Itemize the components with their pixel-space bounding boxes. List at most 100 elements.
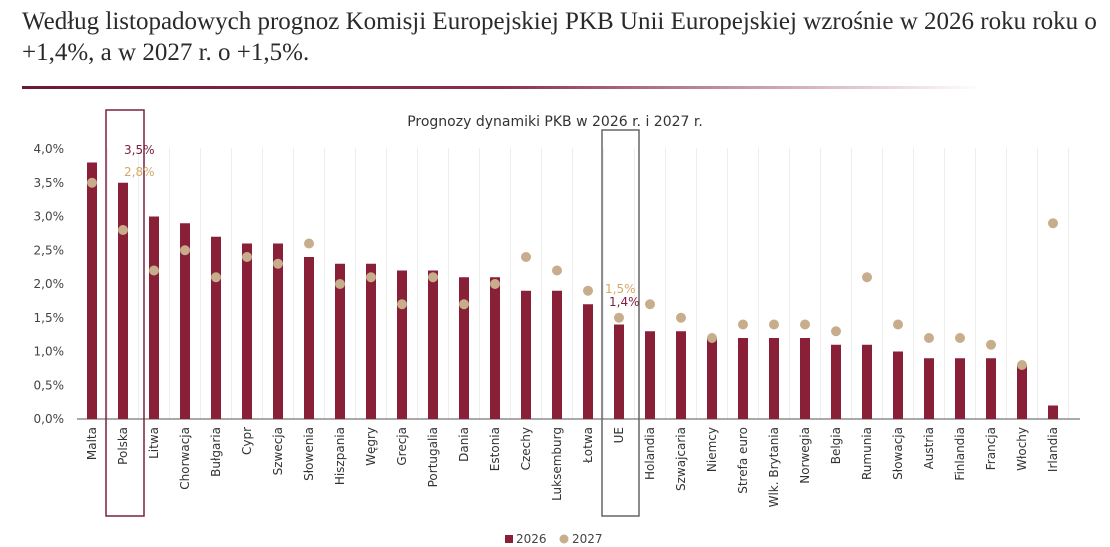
dot-2027-Austria	[924, 333, 934, 343]
x-tick-label: Rumunia	[860, 427, 874, 480]
x-tick-label: Belgia	[829, 427, 843, 464]
highlight-box-ue	[601, 129, 640, 517]
dot-2027-Węgry	[366, 272, 376, 283]
x-tick-label: Norwegia	[798, 427, 812, 484]
bar-2026-Malta	[87, 162, 97, 419]
dot-2027-Hiszpania	[335, 279, 345, 289]
data-label-polska-2026: 3,5%	[124, 143, 155, 157]
x-tick-label: Luksemburg	[550, 427, 564, 501]
bar-2026-Węgry	[366, 263, 376, 419]
dot-2027-Niemcy	[707, 333, 717, 343]
dot-2027-Estonia	[490, 279, 500, 289]
x-tick-label: Dania	[457, 427, 471, 462]
legend-label-2026: 2026	[516, 532, 547, 546]
dot-2027-Bułgaria	[211, 272, 221, 283]
bar-2026-Estonia	[490, 277, 500, 419]
y-tick-label: 0,0%	[34, 412, 65, 426]
x-tick-label: Cypr	[240, 427, 254, 455]
highlight-box-polska	[105, 109, 145, 517]
dot-2027-UE	[614, 312, 624, 323]
x-tick-label: Litwa	[147, 427, 161, 459]
bar-2026-Finlandia	[955, 358, 965, 419]
dot-2027-Grecja	[397, 299, 407, 310]
data-label-ue-2027: 1,5%	[605, 282, 636, 296]
x-tick-label: Malta	[85, 427, 99, 460]
dot-2027-Litwa	[149, 265, 159, 276]
chart-title: Prognozy dynamiki PKB w 2026 r. i 2027 r…	[407, 114, 703, 130]
x-tick-label: Estonia	[488, 427, 502, 471]
x-tick-label: Chorwacja	[178, 427, 192, 490]
x-tick-label: Wlk. Brytania	[767, 427, 781, 507]
headline: Według listopadowych prognoz Komisji Eur…	[22, 8, 1097, 66]
dot-2027-Portugalia	[428, 272, 438, 283]
dot-2027-Malta	[87, 177, 97, 188]
bar-2026-Niemcy	[707, 338, 717, 419]
x-tick-label: Holandia	[643, 427, 657, 480]
bar-2026-Litwa	[149, 216, 159, 419]
dot-2027-Włochy	[1017, 360, 1027, 370]
x-tick-label: Szwajcaria	[674, 427, 688, 491]
bar-2026-Słowacja	[893, 351, 903, 419]
bar-2026-Irlandia	[1048, 405, 1058, 419]
x-tick-label: Niemcy	[705, 427, 719, 472]
x-tick-label: Łotwa	[581, 427, 595, 464]
legend-swatch-2027	[559, 534, 569, 544]
bar-2026-Belgia	[831, 344, 841, 419]
dot-2027-Czechy	[521, 252, 531, 262]
x-tick-label: Portugalia	[426, 427, 440, 487]
bar-2026-Bułgaria	[211, 236, 221, 419]
bar-2026-Włochy	[1017, 365, 1027, 419]
bar-2026-Grecja	[397, 270, 407, 419]
data-label-ue-2026: 1,4%	[609, 295, 640, 309]
dot-2027-Belgia	[831, 326, 841, 337]
x-tick-label: Strefa euro	[736, 427, 750, 494]
y-tick-label: 3,0%	[34, 210, 65, 224]
x-tick-label: Słowenia	[302, 427, 316, 481]
y-tick-label: 2,0%	[34, 277, 65, 291]
dot-2027-Łotwa	[583, 285, 593, 296]
legend-swatch-2026	[505, 535, 513, 543]
bar-2026-UE	[614, 324, 624, 419]
bar-2026-Wlk. Brytania	[769, 338, 779, 419]
x-tick-label: Węgry	[364, 427, 378, 466]
dot-2027-Cypr	[242, 252, 252, 262]
dot-2027-Chorwacja	[180, 245, 190, 256]
x-tick-label: Finlandia	[953, 427, 967, 481]
bar-2026-Szwajcaria	[676, 331, 686, 419]
x-tick-label: Słowacja	[891, 427, 905, 480]
dot-2027-Norwegia	[800, 319, 810, 330]
dot-2027-Strefa euro	[738, 319, 748, 330]
bar-2026-Austria	[924, 358, 934, 419]
y-tick-label: 0,5%	[34, 378, 65, 392]
x-tick-label: Francja	[984, 427, 998, 470]
x-tick-label: Polska	[116, 427, 130, 465]
dot-2027-Holandia	[645, 299, 655, 310]
bar-2026-Szwecja	[273, 243, 283, 419]
bar-2026-Holandia	[645, 331, 655, 419]
x-tick-label: Szwecja	[271, 427, 285, 475]
x-tick-label: Włochy	[1015, 427, 1029, 471]
data-label-polska-2027: 2,8%	[124, 165, 155, 179]
bar-2026-Czechy	[521, 290, 531, 419]
x-tick-label: Bułgaria	[209, 427, 223, 477]
dot-2027-Szwajcaria	[676, 312, 686, 323]
legend-label-2027: 2027	[572, 532, 603, 546]
x-tick-label: UE	[612, 427, 626, 443]
y-tick-label: 1,0%	[34, 345, 65, 359]
dot-2027-Dania	[459, 299, 469, 310]
bar-2026-Francja	[986, 358, 996, 419]
bar-2026-Słowenia	[304, 257, 314, 419]
dot-2027-Irlandia	[1048, 218, 1058, 229]
dot-2027-Słowacja	[893, 319, 903, 330]
dot-2027-Finlandia	[955, 333, 965, 343]
dot-2027-Polska	[118, 225, 128, 235]
y-tick-label: 1,5%	[34, 311, 65, 325]
bar-2026-Dania	[459, 277, 469, 419]
dot-2027-Słowenia	[304, 238, 314, 249]
bar-2026-Chorwacja	[180, 223, 190, 419]
x-tick-label: Grecja	[395, 427, 409, 466]
dot-2027-Francja	[986, 339, 996, 350]
y-tick-label: 3,5%	[34, 176, 65, 190]
bar-2026-Polska	[118, 182, 128, 419]
